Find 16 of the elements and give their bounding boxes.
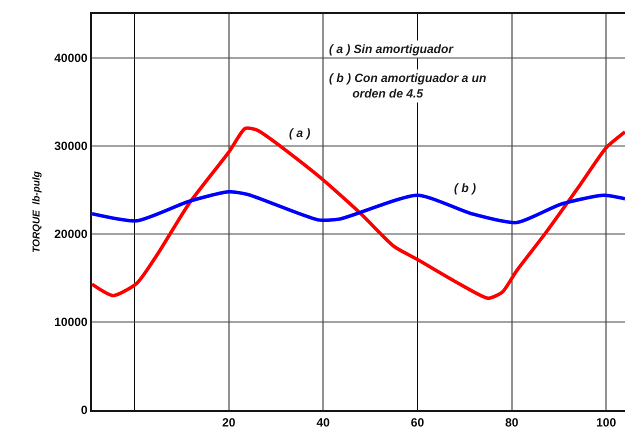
y-tick-label: 0 bbox=[80, 403, 88, 418]
x-tick-label: 40 bbox=[316, 415, 330, 430]
annotation: ( b ) Con amortiguador a un orden de 4.5 bbox=[329, 71, 486, 101]
y-tick-label: 30000 bbox=[54, 139, 88, 154]
y-tick-label: 20000 bbox=[54, 227, 88, 242]
x-tick-label: 100 bbox=[596, 415, 616, 430]
x-tick-label: 80 bbox=[505, 415, 519, 430]
annotation: ( a ) bbox=[289, 126, 310, 140]
y-axis-title: TORQUE lb-pulg bbox=[32, 171, 43, 253]
y-tick-label: 10000 bbox=[54, 315, 88, 330]
x-tick-label: 20 bbox=[222, 415, 236, 430]
annotation: ( b ) bbox=[454, 181, 476, 195]
x-tick-label: 60 bbox=[410, 415, 424, 430]
annotation: ( a ) Sin amortiguador bbox=[329, 42, 454, 56]
line-series bbox=[92, 126, 625, 300]
y-tick-label: 40000 bbox=[54, 51, 88, 66]
